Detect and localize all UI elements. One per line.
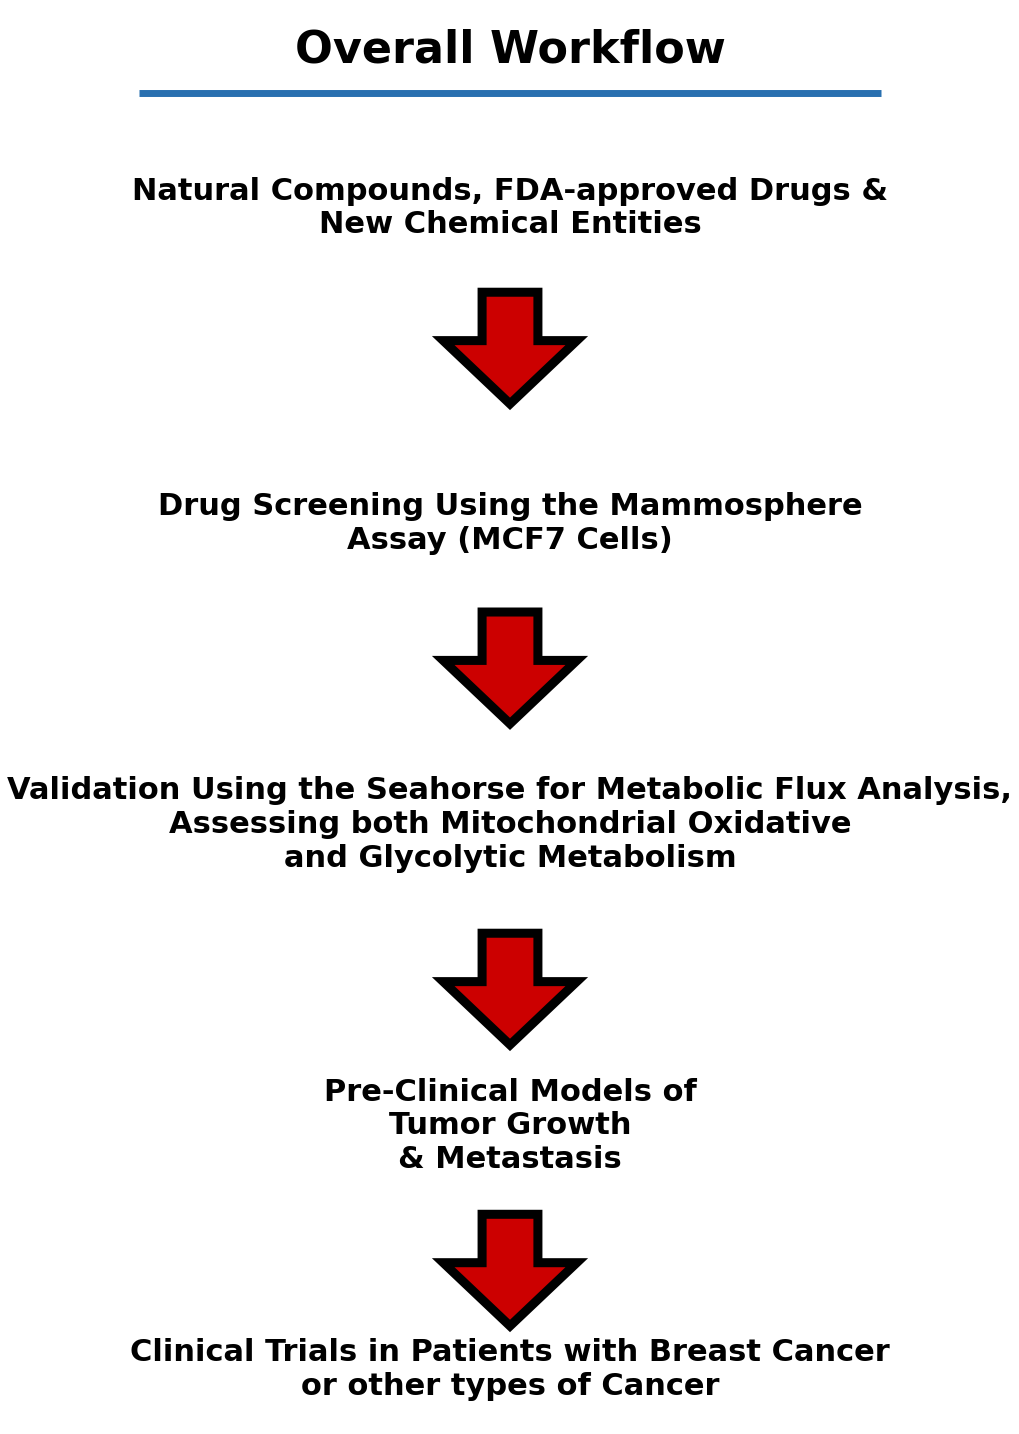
Polygon shape	[447, 1216, 572, 1324]
Text: Natural Compounds, FDA-approved Drugs &
New Chemical Entities: Natural Compounds, FDA-approved Drugs & …	[131, 176, 888, 239]
Polygon shape	[447, 294, 572, 402]
Polygon shape	[447, 294, 572, 402]
Text: Pre-Clinical Models of
Tumor Growth
& Metastasis: Pre-Clinical Models of Tumor Growth & Me…	[323, 1077, 696, 1174]
Polygon shape	[447, 935, 572, 1043]
Polygon shape	[447, 1216, 572, 1324]
Text: Overall Workflow: Overall Workflow	[294, 29, 725, 72]
Polygon shape	[447, 614, 572, 721]
Text: Clinical Trials in Patients with Breast Cancer
or other types of Cancer: Clinical Trials in Patients with Breast …	[130, 1338, 889, 1401]
Text: Validation Using the Seahorse for Metabolic Flux Analysis,
Assessing both Mitoch: Validation Using the Seahorse for Metabo…	[7, 776, 1012, 873]
Text: Drug Screening Using the Mammosphere
Assay (MCF7 Cells): Drug Screening Using the Mammosphere Ass…	[158, 492, 861, 555]
Polygon shape	[447, 935, 572, 1043]
Polygon shape	[447, 614, 572, 721]
